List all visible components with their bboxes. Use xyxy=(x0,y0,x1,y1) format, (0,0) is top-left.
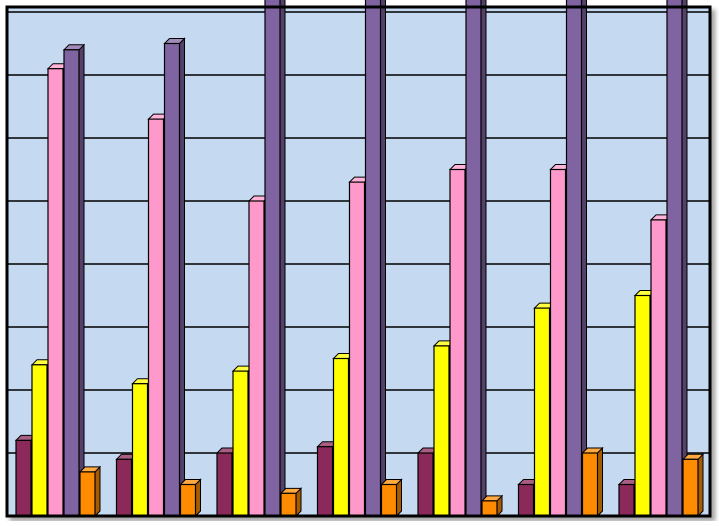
bars xyxy=(14,0,705,518)
bar-front xyxy=(332,357,350,517)
bar-front xyxy=(682,458,699,517)
bar-side xyxy=(597,446,603,518)
bar xyxy=(581,446,604,518)
bar-side xyxy=(697,453,704,518)
bar xyxy=(480,494,504,518)
bar-side xyxy=(179,37,185,518)
bar-front xyxy=(179,483,197,517)
bar-front xyxy=(115,458,133,517)
bar-front xyxy=(364,0,382,517)
bar-front xyxy=(79,471,96,517)
bar-front xyxy=(618,483,635,517)
bar-side xyxy=(480,0,487,518)
bar-front xyxy=(666,0,683,517)
bar-front xyxy=(47,68,64,517)
bar-side xyxy=(94,465,101,518)
bar-front xyxy=(481,500,498,517)
bar-front xyxy=(348,181,366,517)
bar-front xyxy=(581,452,599,517)
bar-front xyxy=(533,307,551,517)
bar-side xyxy=(380,0,386,518)
bar-side xyxy=(279,0,286,518)
bar xyxy=(565,0,587,518)
bar-side xyxy=(195,478,201,518)
bar-side xyxy=(396,478,402,518)
bar-side xyxy=(78,43,85,518)
bar xyxy=(681,453,705,518)
bar-front xyxy=(232,370,249,517)
bar xyxy=(666,0,688,518)
bar xyxy=(62,43,86,518)
bar xyxy=(264,0,286,518)
bar-front xyxy=(248,200,265,517)
bar-front xyxy=(316,446,334,517)
bar xyxy=(364,0,386,518)
bar-front xyxy=(264,0,281,517)
bar-front xyxy=(147,118,165,517)
bar xyxy=(78,465,102,518)
bar xyxy=(163,37,186,518)
plot-frame xyxy=(5,5,712,518)
bar-front xyxy=(634,294,651,517)
bar-front xyxy=(565,0,583,517)
bar-front xyxy=(280,492,297,517)
bar-front xyxy=(163,42,181,517)
bar-front xyxy=(465,0,482,517)
bar-front xyxy=(15,439,32,517)
bar-front xyxy=(131,383,149,517)
bar-front xyxy=(31,364,48,517)
bar-front xyxy=(549,168,567,517)
bar xyxy=(179,478,202,518)
bar-front xyxy=(216,452,233,517)
bar-front xyxy=(417,452,434,517)
bar-front xyxy=(650,219,667,517)
bar-side xyxy=(681,0,688,518)
bar xyxy=(279,487,303,518)
bar xyxy=(465,0,487,518)
bar-front xyxy=(517,483,535,517)
bar-front xyxy=(63,49,80,517)
bar-front xyxy=(380,483,398,517)
bar-front xyxy=(449,168,466,517)
bar-side xyxy=(581,0,587,518)
bar xyxy=(380,478,403,518)
bar-front xyxy=(433,345,450,517)
